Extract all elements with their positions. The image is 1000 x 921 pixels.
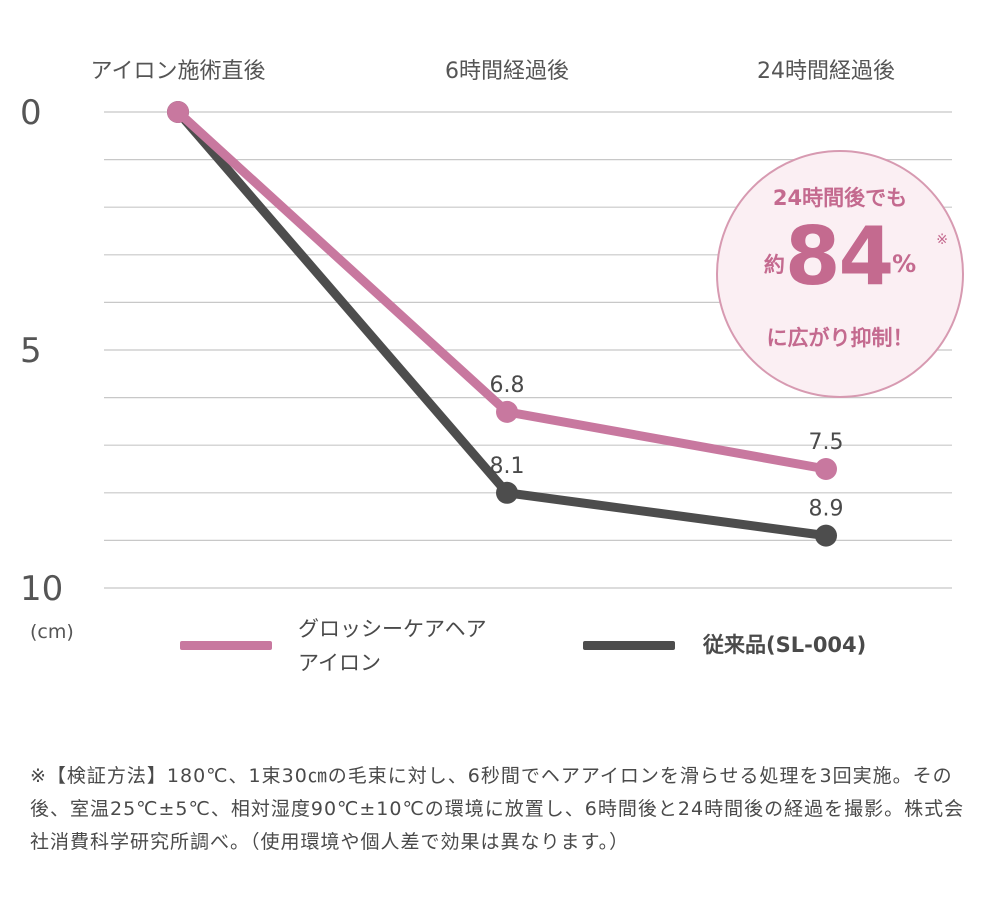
badge-percent: % xyxy=(892,250,917,278)
data-point xyxy=(496,400,518,423)
badge-approx: 約 xyxy=(763,253,785,277)
data-point xyxy=(496,481,518,504)
badge-bottom-text: に広がり抑制！ xyxy=(766,326,914,350)
x-category-label: 24時間経過後 xyxy=(757,59,895,84)
badge-top-text: 24時間後でも xyxy=(772,186,908,210)
data-point xyxy=(815,524,837,547)
legend-label-pink-line1: グロッシーケアヘア xyxy=(298,617,487,641)
footnote: ※【検証方法】180℃、1束30㎝の毛束に対し、6秒間でヘアアイロンを滑らせる処… xyxy=(30,765,965,853)
y-unit-label: (cm) xyxy=(30,621,74,643)
data-label: 8.1 xyxy=(490,454,525,479)
legend-line-dark xyxy=(583,641,675,650)
badge-value: 84 xyxy=(784,210,894,303)
highlight-badge: 24時間後でも 約84% ※ に広がり抑制！ xyxy=(716,150,964,398)
legend-label-pink: グロッシーケアヘア アイロン xyxy=(298,612,487,680)
x-category-label: アイロン施術直後 xyxy=(91,59,266,84)
line-chart: 0 5 10 (cm) アイロン施術直後 6時間経過後 24時間経過後 6.8 7.5 8.1 8.… xyxy=(20,59,952,643)
data-label: 7.5 xyxy=(809,430,844,455)
y-tick-label: 0 xyxy=(20,93,42,133)
badge-value-row: 約84% xyxy=(718,210,962,303)
badge-note-mark: ※ xyxy=(936,232,948,248)
data-label: 8.9 xyxy=(809,497,844,522)
y-tick-label: 5 xyxy=(20,331,42,371)
legend-label-dark-text: 従来品(SL-004) xyxy=(703,633,867,657)
legend-line-pink xyxy=(180,641,272,650)
legend-label-dark: 従来品(SL-004) xyxy=(703,628,866,662)
data-label: 6.8 xyxy=(490,373,525,398)
data-point xyxy=(167,101,189,123)
data-point xyxy=(815,458,837,480)
x-category-label: 6時間経過後 xyxy=(445,59,569,84)
y-tick-label: 10 xyxy=(20,569,63,609)
legend-label-pink-line2: アイロン xyxy=(298,651,381,675)
